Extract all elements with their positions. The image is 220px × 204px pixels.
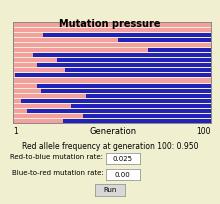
Text: 1: 1 bbox=[13, 128, 18, 136]
Text: Red-to-blue mutation rate:: Red-to-blue mutation rate: bbox=[10, 154, 103, 161]
Bar bbox=[43, 33, 211, 37]
Bar bbox=[33, 53, 211, 57]
Bar bbox=[37, 63, 211, 67]
Text: Blue-to-red mutation rate:: Blue-to-red mutation rate: bbox=[12, 170, 103, 176]
Bar bbox=[13, 109, 27, 113]
Text: 0.025: 0.025 bbox=[113, 156, 133, 162]
Bar bbox=[13, 68, 65, 72]
Bar bbox=[13, 94, 86, 98]
Text: 0.00: 0.00 bbox=[115, 172, 130, 177]
Bar bbox=[41, 89, 211, 93]
Text: Mutation pressure: Mutation pressure bbox=[59, 19, 161, 29]
Bar bbox=[13, 99, 21, 103]
Bar bbox=[148, 48, 211, 52]
Bar bbox=[37, 83, 211, 88]
Bar bbox=[82, 114, 211, 118]
Bar bbox=[13, 53, 33, 57]
Bar bbox=[13, 43, 211, 47]
Bar bbox=[57, 58, 211, 62]
Text: Run: Run bbox=[103, 187, 117, 193]
Bar bbox=[13, 114, 82, 118]
Bar bbox=[27, 109, 211, 113]
Bar bbox=[13, 83, 37, 88]
Bar bbox=[63, 119, 211, 123]
Bar bbox=[13, 58, 57, 62]
Bar bbox=[15, 73, 211, 78]
Bar bbox=[13, 73, 15, 78]
Bar bbox=[13, 104, 71, 108]
Text: Generation: Generation bbox=[90, 128, 137, 136]
Bar bbox=[13, 119, 63, 123]
Bar bbox=[13, 79, 211, 83]
Bar bbox=[13, 63, 37, 67]
Bar bbox=[13, 33, 43, 37]
Bar bbox=[71, 104, 211, 108]
Bar bbox=[13, 28, 211, 32]
Bar bbox=[118, 38, 211, 42]
Bar bbox=[13, 38, 118, 42]
Bar bbox=[65, 68, 211, 72]
Text: Red allele frequency at generation 100: 0.950: Red allele frequency at generation 100: … bbox=[22, 142, 198, 151]
Bar bbox=[13, 48, 148, 52]
Text: 100: 100 bbox=[197, 128, 211, 136]
Bar bbox=[13, 89, 41, 93]
Bar bbox=[21, 99, 211, 103]
Bar bbox=[86, 94, 211, 98]
Bar bbox=[13, 23, 211, 27]
